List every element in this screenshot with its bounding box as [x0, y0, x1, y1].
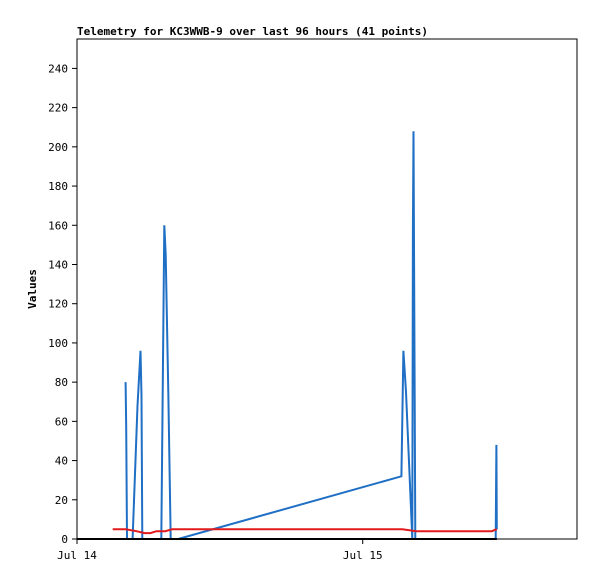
series-line-2	[112, 528, 498, 535]
y-tick-label: 40	[55, 455, 68, 468]
y-tick-label: 60	[55, 415, 68, 428]
y-tick-label: 100	[48, 337, 68, 350]
y-tick-label: 160	[48, 219, 68, 232]
y-tick-label: 140	[48, 258, 68, 271]
y-tick-label: 80	[55, 376, 68, 389]
y-axis-label: Values	[26, 269, 39, 309]
y-axis-ticks: 0 20 40 60 80 100 120 140 160 180 200 220 240	[48, 62, 77, 546]
chart-title: Telemetry for KC3WWB-9 over last 96 hour…	[77, 25, 428, 38]
x-axis-ticks: Jul 14 Jul 15	[57, 539, 383, 562]
y-tick-label: 240	[48, 62, 68, 75]
series-line-1	[124, 131, 498, 540]
y-tick-label: 20	[55, 494, 68, 507]
x-tick-label: Jul 15	[343, 549, 383, 562]
y-tick-label: 180	[48, 180, 68, 193]
plot-frame	[76, 38, 578, 540]
x-tick-label: Jul 14	[57, 549, 97, 562]
y-tick-label: 220	[48, 102, 68, 115]
y-tick-label: 0	[61, 533, 68, 546]
series-layer	[77, 131, 498, 540]
y-tick-label: 200	[48, 141, 68, 154]
y-tick-label: 120	[48, 298, 68, 311]
